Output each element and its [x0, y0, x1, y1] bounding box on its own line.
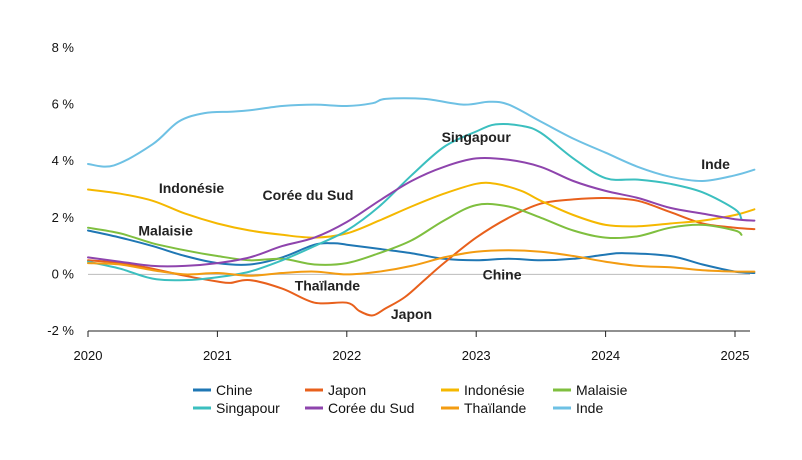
- series-annotation: Japon: [391, 306, 432, 322]
- x-tick-label: 2025: [721, 348, 750, 363]
- legend-label: Singapour: [216, 400, 280, 416]
- series-annotation: Malaisie: [138, 223, 193, 239]
- x-tick-label: 2021: [203, 348, 232, 363]
- legend-label: Corée du Sud: [328, 400, 414, 416]
- legend-label: Thaïlande: [464, 400, 526, 416]
- series-annotation: Chine: [483, 266, 522, 282]
- series-annotation: Singapour: [442, 129, 512, 145]
- series-line-japon: [87, 196, 756, 317]
- series-line-malaisie: [87, 202, 743, 266]
- legend-label: Chine: [216, 382, 253, 398]
- legend-label: Inde: [576, 400, 603, 416]
- series-line-thailande: [87, 249, 756, 277]
- series-line-chine: [87, 229, 756, 274]
- y-tick-label: 6 %: [52, 97, 75, 112]
- legend-label: Malaisie: [576, 382, 628, 398]
- legend: Chine Japon Indonésie Malaisie Singapour Coré…: [193, 382, 628, 416]
- series-annotation: Corée du Sud: [262, 187, 353, 203]
- series-line-coree-du-sud: [87, 156, 756, 268]
- y-tick-label: 2 %: [52, 210, 75, 225]
- series-annotation: Indonésie: [159, 180, 225, 196]
- y-tick-label: 0 %: [52, 266, 75, 281]
- series-annotation: Thaïlande: [295, 278, 361, 294]
- x-tick-label: 2023: [462, 348, 491, 363]
- series-lines: [87, 97, 756, 317]
- y-axis-ticks: -2 % 0 % 2 % 4 % 6 % 8 %: [47, 40, 74, 338]
- x-tick-label: 2020: [74, 348, 103, 363]
- series-line-inde: [87, 97, 756, 183]
- legend-label: Japon: [328, 382, 366, 398]
- y-tick-label: 8 %: [52, 40, 75, 55]
- annotations: Singapour Indonésie Corée du Sud Malaisie Th…: [138, 129, 730, 322]
- series-annotation: Inde: [701, 156, 730, 172]
- x-tick-label: 2024: [591, 348, 620, 363]
- x-axis-ticks: 2020 2021 2022 2023 2024 2025: [74, 331, 750, 363]
- series-line-indonesie: [87, 181, 756, 239]
- x-tick-label: 2022: [332, 348, 361, 363]
- legend-label: Indonésie: [464, 382, 525, 398]
- y-tick-label: -2 %: [47, 323, 74, 338]
- y-tick-label: 4 %: [52, 153, 75, 168]
- series-line-singapour: [87, 123, 743, 282]
